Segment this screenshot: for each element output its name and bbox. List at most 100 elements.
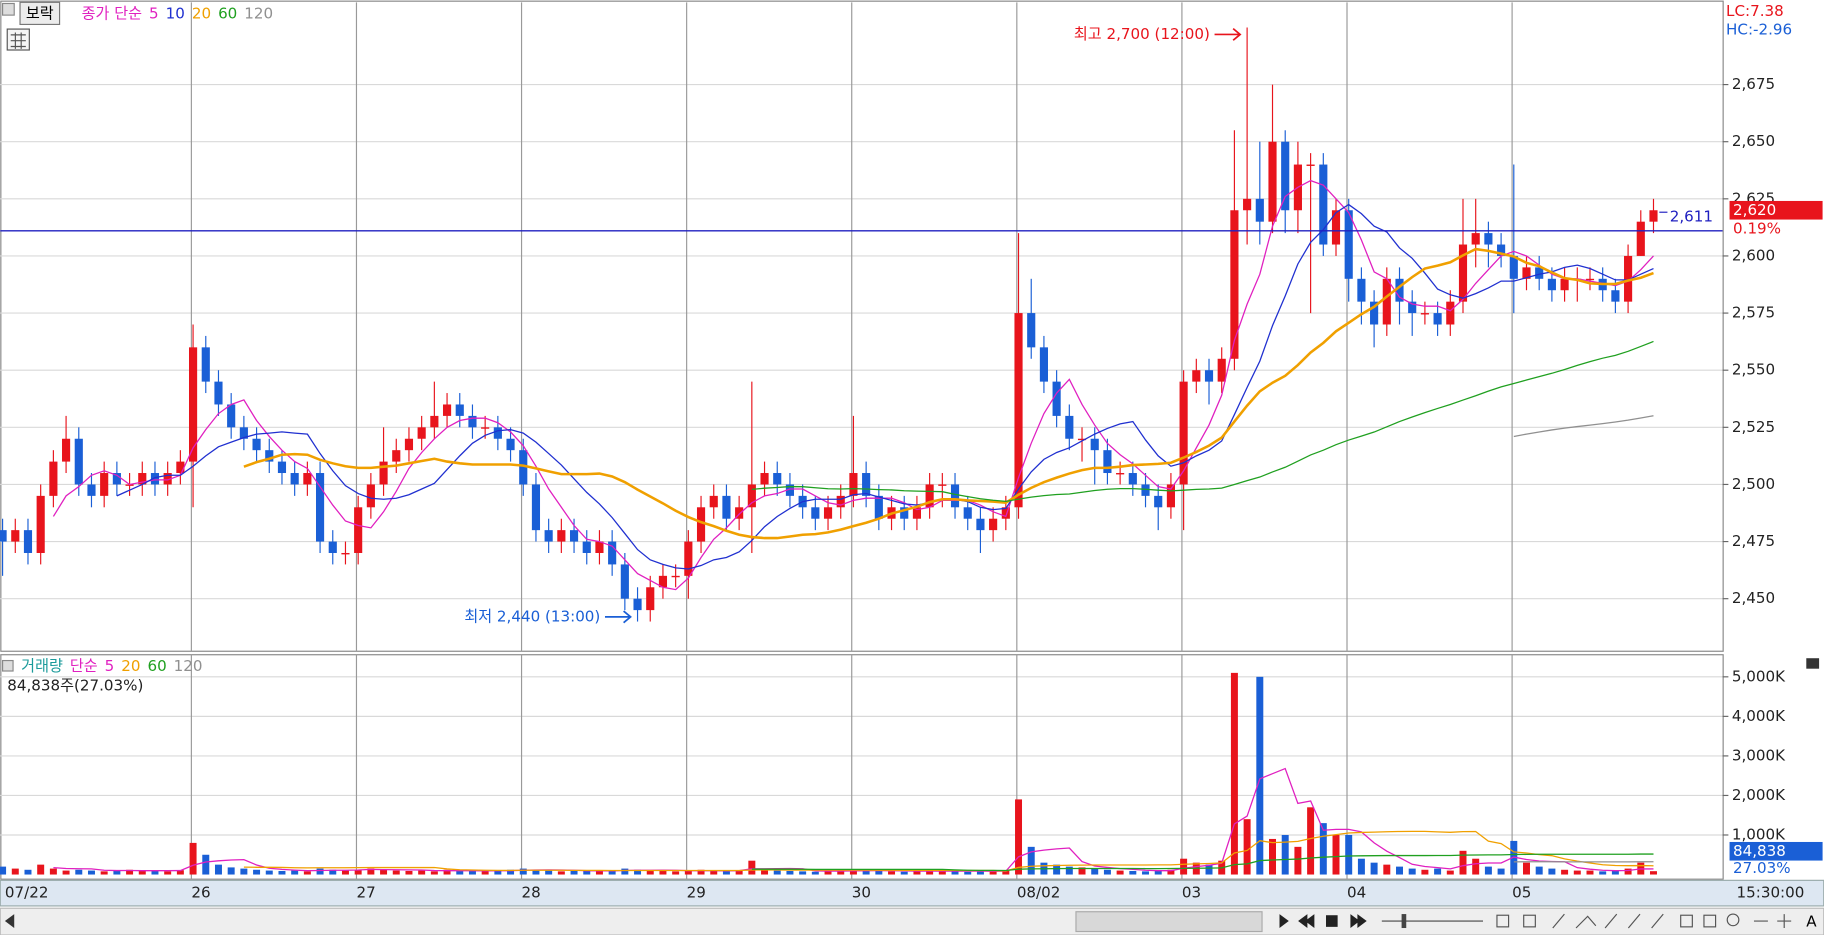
candle-body xyxy=(468,415,477,428)
tool-icon[interactable] xyxy=(1523,914,1536,928)
y-tick-label: 3,000K xyxy=(1732,746,1786,764)
x-tick-label: 28 xyxy=(522,884,541,902)
candle-body xyxy=(989,518,998,531)
volume-bar xyxy=(1154,870,1162,875)
volume-bar xyxy=(1243,819,1251,875)
volume-bar xyxy=(418,870,426,875)
volume-bar xyxy=(722,871,730,875)
scroll-thumb[interactable] xyxy=(1075,911,1263,933)
ma-line xyxy=(751,340,1654,502)
tool-icon[interactable]: A xyxy=(1806,913,1817,931)
volume-bar xyxy=(1396,866,1403,875)
zoom-icon[interactable] xyxy=(1726,913,1740,927)
volume-bar xyxy=(1332,834,1340,875)
tool-icon[interactable] xyxy=(1703,914,1717,928)
candle-body xyxy=(1166,484,1175,508)
symbol[interactable]: 보락 xyxy=(26,4,54,22)
legend-entry: 단순 xyxy=(70,657,98,675)
x-tick-label: 05 xyxy=(1512,884,1531,902)
volume-bar xyxy=(240,868,248,875)
low-arrow xyxy=(604,610,632,624)
candle-body xyxy=(696,507,706,542)
candle-body xyxy=(1433,313,1442,325)
candle-body xyxy=(87,484,96,496)
candle-body xyxy=(1077,438,1087,441)
last-price-label: 2,620 xyxy=(1733,201,1776,219)
panel-close[interactable] xyxy=(1806,658,1820,669)
volume-bar xyxy=(1002,870,1010,875)
candle-body xyxy=(417,427,426,439)
volume-bar xyxy=(1015,799,1023,875)
candle-body xyxy=(849,473,858,496)
volume-bar xyxy=(87,870,95,875)
y-tick-label: 2,550 xyxy=(1732,361,1775,379)
candle-body xyxy=(1535,267,1544,279)
volume-bar xyxy=(1611,870,1619,875)
panel-menu[interactable] xyxy=(2,2,15,16)
volume-bar xyxy=(11,868,19,875)
candle-body xyxy=(1230,210,1239,359)
candle-body xyxy=(1636,221,1645,256)
volume-bar xyxy=(1269,838,1276,875)
play-button[interactable] xyxy=(1279,914,1289,929)
volume-bar xyxy=(634,869,642,875)
volume-bar xyxy=(1307,807,1315,875)
candle-body xyxy=(1217,358,1226,382)
candle-body xyxy=(227,404,236,428)
candle-body xyxy=(49,461,58,496)
y-tick-label: 2,575 xyxy=(1732,304,1775,322)
candle-body xyxy=(1052,381,1061,416)
date-axis-band xyxy=(0,879,1824,907)
x-tick-label: 03 xyxy=(1182,884,1201,902)
scrollbar[interactable] xyxy=(0,907,1824,935)
y-tick-label: 2,450 xyxy=(1732,589,1775,607)
candle-body xyxy=(1179,381,1188,485)
candle-body xyxy=(354,507,363,553)
volume-bar xyxy=(1319,823,1327,875)
candle-body xyxy=(722,495,731,519)
volume-bar xyxy=(875,870,883,875)
candle-body xyxy=(1090,438,1099,451)
volume-bar xyxy=(1205,864,1213,875)
stop-button[interactable] xyxy=(1326,915,1338,927)
candle-body xyxy=(341,552,350,555)
volume-bar xyxy=(1027,846,1035,875)
volume-bar xyxy=(646,870,654,875)
tool-icon[interactable] xyxy=(1604,913,1664,929)
volume-bar xyxy=(278,870,286,875)
volume-bar xyxy=(976,871,984,875)
tool-icon[interactable] xyxy=(1680,914,1693,928)
volume-bar xyxy=(494,870,502,875)
symbol-button[interactable] xyxy=(19,1,61,26)
volume-bar xyxy=(1573,870,1581,875)
x-tick-label: 30 xyxy=(852,884,871,902)
volume-bar xyxy=(214,864,222,875)
ma-line xyxy=(52,179,1654,591)
volume-bar xyxy=(113,870,121,875)
ma-line xyxy=(751,853,1654,872)
y-tick-label: 2,600 xyxy=(1732,246,1775,264)
candle-body xyxy=(163,473,172,485)
scroll-left[interactable] xyxy=(4,914,15,929)
tool-icon[interactable] xyxy=(1496,914,1510,928)
panel-menu[interactable] xyxy=(2,659,14,672)
volume-bar xyxy=(367,868,375,875)
volume-bar xyxy=(329,869,337,875)
candle-body xyxy=(455,404,464,416)
rewind-button[interactable] xyxy=(1298,914,1315,929)
forward-button[interactable] xyxy=(1350,914,1367,929)
volume-bar xyxy=(37,864,45,875)
legend-entry: 60 xyxy=(218,4,237,22)
volume-bar xyxy=(913,870,921,875)
volume-bar xyxy=(1078,867,1086,875)
candle-body xyxy=(582,541,591,553)
volume-bar xyxy=(265,870,273,875)
candle-body xyxy=(569,530,579,542)
tool-icon[interactable] xyxy=(1753,914,1792,929)
volume-bar xyxy=(1091,868,1099,875)
candle-body xyxy=(481,427,490,429)
zoom-handle[interactable] xyxy=(1401,914,1407,929)
candle-body xyxy=(912,507,922,519)
candle-body xyxy=(1154,495,1163,508)
tool-icon[interactable] xyxy=(1552,913,1597,929)
